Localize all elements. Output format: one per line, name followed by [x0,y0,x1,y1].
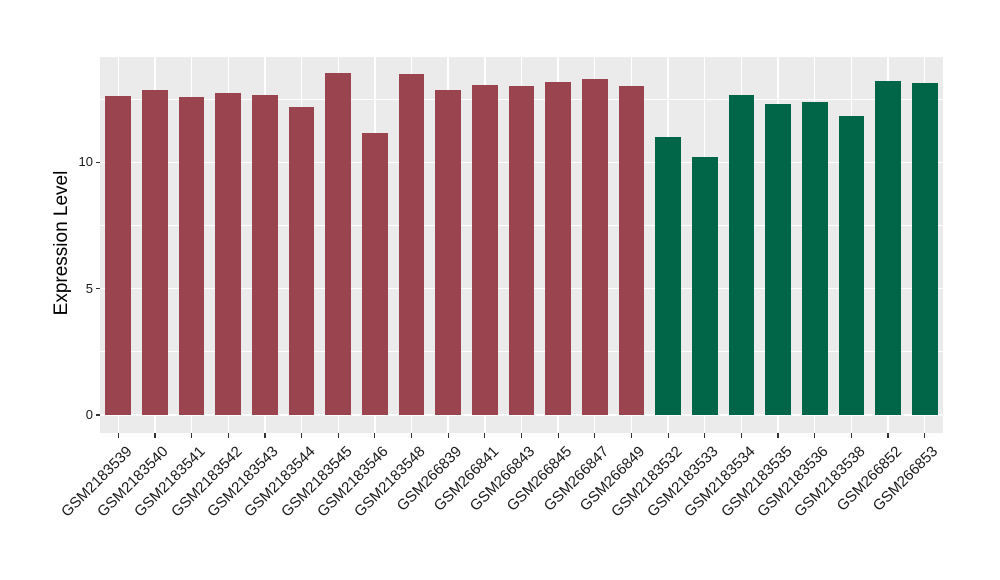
x-tick-mark [117,433,119,438]
bar-GSM266847 [581,78,608,415]
bar-GSM266839 [435,90,462,415]
bar-GSM2183542 [215,93,242,415]
bar-GSM2183546 [362,132,388,415]
x-tick-mark [777,433,779,438]
x-tick-mark [154,433,156,438]
y-tick-mark [96,161,100,163]
bar-GSM266843 [508,85,535,415]
bar-GSM2183548 [398,74,425,415]
x-tick-mark [740,433,742,438]
x-tick-mark [520,433,523,438]
x-tick-mark [887,433,889,438]
bar-GSM2183543 [252,95,278,415]
bar-GSM2183539 [105,96,132,415]
bar-GSM2183538 [838,116,865,415]
bar-GSM2183545 [325,73,352,415]
y-tick-label: 0 [85,407,93,422]
x-tick-mark [410,433,413,438]
x-tick-mark [447,433,449,438]
x-tick-mark [337,433,339,438]
bar-GSM2183540 [142,89,168,415]
y-tick-label: 10 [78,154,93,170]
x-tick-mark [924,433,926,438]
x-tick-mark [630,433,633,438]
bar-GSM266853 [911,82,938,415]
bar-GSM266845 [545,81,571,415]
x-tick-mark [704,433,706,438]
x-tick-mark [227,433,229,438]
y-tick-mark [96,288,100,290]
bar-GSM266849 [618,85,645,415]
x-tick-mark [300,433,303,438]
x-tick-mark [557,433,559,438]
x-tick-mark [667,433,669,438]
bar-GSM266841 [472,84,498,415]
y-tick-label: 5 [85,280,93,296]
plot-panel [100,57,943,433]
x-tick-mark [814,433,816,438]
x-tick-mark [594,433,596,438]
bar-GSM266852 [875,81,901,415]
x-tick-mark [484,433,486,438]
bar-GSM2183534 [728,94,755,415]
y-tick-mark [96,414,100,416]
bar-GSM2183541 [178,97,205,415]
x-tick-mark [374,433,376,438]
bar-GSM2183533 [691,156,718,415]
bar-GSM2183535 [765,103,791,415]
bar-GSM2183536 [801,101,828,415]
bar-GSM2183532 [655,137,681,415]
x-tick-mark [191,433,193,438]
x-tick-mark [264,433,266,438]
x-tick-mark [850,433,852,438]
bar-GSM2183544 [288,106,315,415]
